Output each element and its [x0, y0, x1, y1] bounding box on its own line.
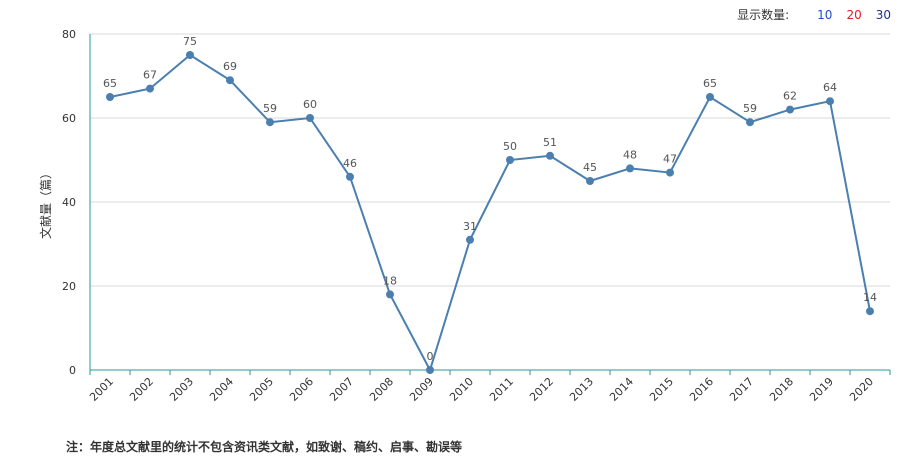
display-count-option-20[interactable]: 20 [846, 7, 862, 22]
x-tick-label-2014: 2014 [607, 375, 636, 404]
data-label-2004: 69 [223, 60, 237, 73]
data-point-2015 [666, 168, 674, 177]
display-count-bar: 显示数量: 10 20 30 [737, 6, 891, 23]
display-count-option-10[interactable]: 10 [817, 7, 833, 22]
data-label-2005: 59 [263, 102, 277, 115]
data-label-2013: 45 [583, 161, 597, 174]
data-label-2010: 31 [463, 220, 477, 233]
data-point-2008 [386, 290, 394, 299]
data-label-2008: 18 [383, 274, 397, 287]
x-axis-ticks: 2001 2002 2003 2004 2005 2006 2007 2008 2009 2010… [87, 370, 891, 404]
data-point-2014 [626, 164, 634, 173]
data-label-2012: 51 [543, 136, 557, 149]
data-label-2020: 14 [863, 291, 877, 304]
data-label-2011: 50 [503, 140, 517, 153]
data-labels: 65 67 75 69 59 60 46 18 0 31 50 51 45 48 47 65 59 62 64 14 [103, 35, 877, 363]
data-label-2014: 48 [623, 148, 637, 161]
x-tick-label-2013: 2013 [567, 375, 596, 404]
data-point-2019 [826, 97, 834, 106]
data-point-2004 [226, 76, 234, 85]
data-point-2007 [346, 172, 354, 181]
data-label-2018: 62 [783, 90, 797, 103]
data-label-2015: 47 [663, 153, 677, 166]
x-tick-label-2003: 2003 [167, 375, 196, 404]
display-count-option-30[interactable]: 30 [875, 7, 891, 22]
y-axis-label: 文献量（篇） [38, 167, 53, 239]
x-tick-label-2015: 2015 [647, 375, 676, 404]
data-point-2001 [106, 93, 114, 101]
x-tick-label-2010: 2010 [447, 375, 476, 404]
data-point-2017 [746, 118, 754, 127]
data-label-2003: 75 [183, 35, 197, 48]
grid-lines [90, 33, 890, 287]
data-point-2009 [426, 366, 434, 374]
footnote: 注：年度总文献里的统计不包含资讯类文献，如致谢、稿约、启事、勘误等 [66, 440, 463, 454]
x-tick-label-2004: 2004 [207, 375, 236, 404]
x-tick-label-2007: 2007 [327, 375, 356, 404]
y-tick-label-40: 40 [62, 196, 76, 209]
x-tick-label-2002: 2002 [127, 375, 156, 404]
data-label-2001: 65 [103, 77, 117, 90]
data-point-2020 [866, 307, 874, 316]
series [106, 51, 874, 374]
data-point-2018 [786, 105, 794, 114]
data-label-2016: 65 [703, 77, 717, 90]
data-point-2010 [466, 235, 474, 244]
x-tick-label-2009: 2009 [407, 375, 436, 404]
data-label-2007: 46 [343, 157, 357, 170]
x-tick-label-2005: 2005 [247, 375, 276, 404]
data-label-2002: 67 [143, 69, 157, 82]
data-point-2005 [266, 118, 274, 127]
x-tick-label-2019: 2019 [807, 375, 836, 404]
series-line [109, 53, 871, 373]
display-count-label: 显示数量: [737, 8, 790, 22]
x-tick-label-2011: 2011 [487, 375, 516, 404]
y-tick-label-0: 0 [69, 364, 76, 377]
x-tick-label-2001: 2001 [87, 375, 116, 404]
data-point-2003 [186, 51, 194, 59]
data-point-2011 [506, 156, 514, 164]
x-tick-label-2012: 2012 [527, 375, 556, 404]
y-axis-ticks: 0 20 40 60 80 [62, 28, 76, 377]
data-label-2006: 60 [303, 98, 317, 111]
data-label-2019: 64 [823, 81, 837, 94]
x-tick-label-2006: 2006 [287, 375, 316, 404]
x-tick-label-2020: 2020 [847, 375, 876, 404]
y-tick-label-20: 20 [62, 280, 76, 293]
x-tick-label-2008: 2008 [367, 375, 396, 404]
data-point-2002 [146, 84, 154, 93]
data-label-2017: 59 [743, 102, 757, 115]
x-tick-label-2016: 2016 [687, 375, 716, 404]
data-point-2013 [586, 177, 594, 185]
y-tick-label-80: 80 [62, 28, 76, 41]
data-point-2006 [306, 114, 314, 122]
x-tick-label-2017: 2017 [727, 375, 756, 404]
data-point-2016 [706, 93, 714, 101]
data-point-2012 [546, 151, 554, 160]
data-label-2009: 0 [427, 350, 434, 363]
y-tick-label-60: 60 [62, 112, 76, 125]
x-tick-label-2018: 2018 [767, 375, 796, 404]
